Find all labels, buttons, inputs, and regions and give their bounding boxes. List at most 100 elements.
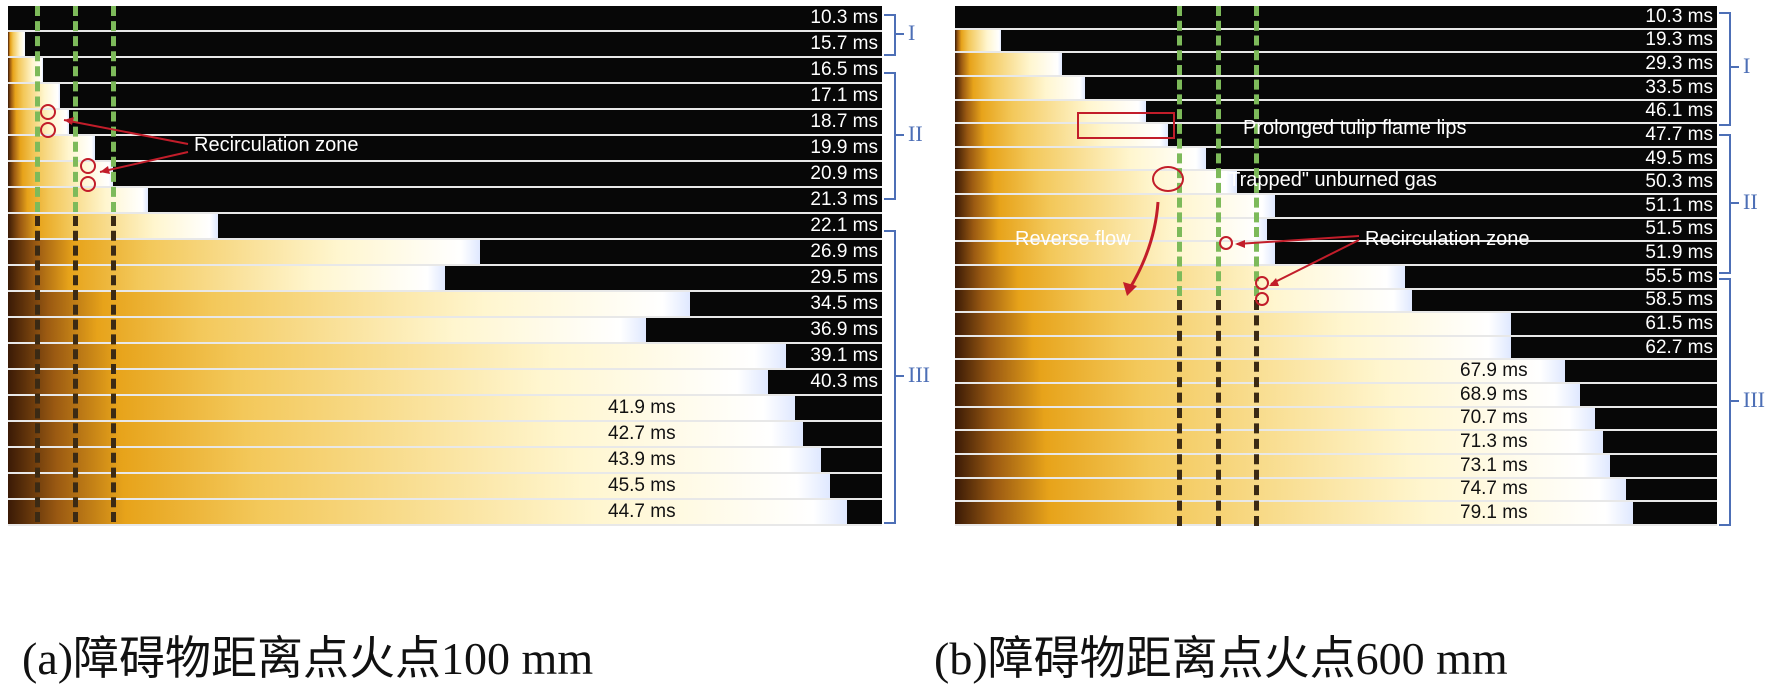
phase-bracket [1719, 134, 1731, 274]
frame-strip: 58.5 ms [955, 289, 1717, 314]
flame-front [8, 344, 786, 368]
frame-strip: 49.5 ms [955, 147, 1717, 172]
flame-front [8, 32, 26, 56]
bracket-tick [1729, 66, 1739, 68]
frame-strip: 44.7 ms [8, 500, 882, 526]
flame-front [955, 478, 1626, 501]
flame-front [955, 502, 1634, 524]
timestamp-label: 62.7 ms [1645, 336, 1713, 358]
bracket-tick [1729, 400, 1739, 402]
flame-front [8, 448, 821, 472]
flame-front [955, 29, 1001, 52]
frame-strip: 15.7 ms [8, 32, 882, 58]
phase-bracket [884, 14, 896, 56]
timestamp-label: 29.5 ms [810, 267, 878, 288]
annotation-trapped-unburned-gas: "Trapped" unburned gas [1221, 169, 1437, 191]
caption-panel-a: (a)障碍物距离点火点100 mm [22, 633, 594, 684]
frame-background [8, 188, 882, 212]
timestamp-label: 34.5 ms [810, 293, 878, 314]
timestamp-label: 41.9 ms [608, 397, 676, 418]
flame-front [955, 147, 1207, 170]
flame-front [955, 171, 1237, 193]
flame-front [955, 242, 1276, 264]
flame-front [955, 407, 1596, 430]
timestamp-label: 21.3 ms [810, 189, 878, 210]
frame-strip: 26.9 ms [8, 240, 882, 266]
timestamp-label: 22.1 ms [810, 215, 878, 236]
frame-background [955, 100, 1717, 123]
flame-front [8, 500, 848, 524]
timestamp-label: 26.9 ms [810, 241, 878, 262]
frame-strip: 42.7 ms [8, 422, 882, 448]
timestamp-label: 61.5 ms [1645, 313, 1713, 334]
frame-strip: 36.9 ms [8, 318, 882, 344]
frame-strip: 16.5 ms [8, 58, 882, 84]
recirculation-marker [80, 158, 96, 174]
obstacle-marker-3 [1254, 6, 1259, 296]
flame-front [955, 384, 1580, 406]
annotation-reverse-flow: Reverse flow [1015, 228, 1131, 250]
obstacle-marker-1 [1177, 6, 1182, 296]
timestamp-label: 45.5 ms [608, 475, 676, 496]
flame-front [8, 136, 96, 160]
flame-front [955, 360, 1565, 382]
frame-strip: 39.1 ms [8, 344, 882, 370]
timestamp-label: 73.1 ms [1460, 454, 1528, 476]
timestamp-label: 19.3 ms [1645, 29, 1713, 51]
timestamp-label: 33.5 ms [1645, 76, 1713, 98]
timestamp-label: 55.5 ms [1645, 265, 1713, 287]
timestamp-label: 58.5 ms [1645, 289, 1713, 311]
flame-front [955, 218, 1268, 241]
timestamp-label: 19.9 ms [810, 137, 878, 158]
frame-strip: 41.9 ms [8, 396, 882, 422]
annotation-recirculation-zone: Recirculation zone [194, 134, 359, 156]
recirculation-marker [1255, 292, 1269, 306]
frame-strip: 79.1 ms [955, 502, 1717, 526]
timestamp-label: 67.9 ms [1460, 360, 1528, 382]
frame-background [955, 29, 1717, 52]
frame-strip: 19.3 ms [955, 29, 1717, 54]
bracket-tick [894, 134, 904, 136]
timestamp-label: 47.7 ms [1645, 124, 1713, 145]
caption-panel-b: (b)障碍物距离点火点600 mm [934, 633, 1508, 684]
flame-front [955, 336, 1512, 359]
recirculation-marker [1255, 276, 1269, 290]
frame-background [8, 162, 882, 186]
timestamp-label: 46.1 ms [1645, 100, 1713, 122]
frame-strip: 73.1 ms [955, 454, 1717, 479]
frame-strip: 21.3 ms [8, 188, 882, 214]
frame-strip: 18.7 ms [8, 110, 882, 136]
frame-background [955, 6, 1717, 28]
frame-strip: 62.7 ms [955, 336, 1717, 361]
flame-front [955, 53, 1062, 75]
frame-background [8, 6, 882, 30]
timestamp-label: 51.5 ms [1645, 218, 1713, 240]
frame-background [8, 84, 882, 108]
phase-label: II [1743, 189, 1758, 214]
timestamp-label: 50.3 ms [1645, 171, 1713, 193]
tulip-lip-marker [1077, 112, 1175, 139]
frame-background [955, 53, 1717, 75]
frame-strip: 70.7 ms [955, 407, 1717, 432]
flame-front [955, 100, 1146, 123]
recirculation-marker [40, 104, 56, 120]
flame-front [8, 422, 804, 446]
obstacle-marker-1 [35, 6, 40, 212]
obstacle-marker-2 [73, 6, 78, 212]
timestamp-label: 68.9 ms [1460, 384, 1528, 405]
frame-strip: 46.1 ms [955, 100, 1717, 125]
phase-bracket [1719, 12, 1731, 126]
bracket-tick [1729, 202, 1739, 204]
frame-strip: 71.3 ms [955, 431, 1717, 455]
timestamp-label: 15.7 ms [810, 33, 878, 54]
obstacle-shadow-2 [73, 216, 78, 522]
trapped-gas-marker [1152, 166, 1184, 192]
frame-strip: 19.9 ms [8, 136, 882, 162]
frame-strip: 55.5 ms [955, 265, 1717, 290]
annotation-tulip-flame-lips: Prolonged tulip flame lips [1243, 117, 1467, 139]
frame-strip: 68.9 ms [955, 384, 1717, 408]
timestamp-label: 39.1 ms [810, 345, 878, 366]
panel-a-frames: 10.3 ms 15.7 ms 16.5 ms 17.1 ms 18.7 ms 19.9 … [8, 6, 882, 526]
phase-label: II [908, 121, 923, 146]
flame-front [955, 124, 1169, 146]
